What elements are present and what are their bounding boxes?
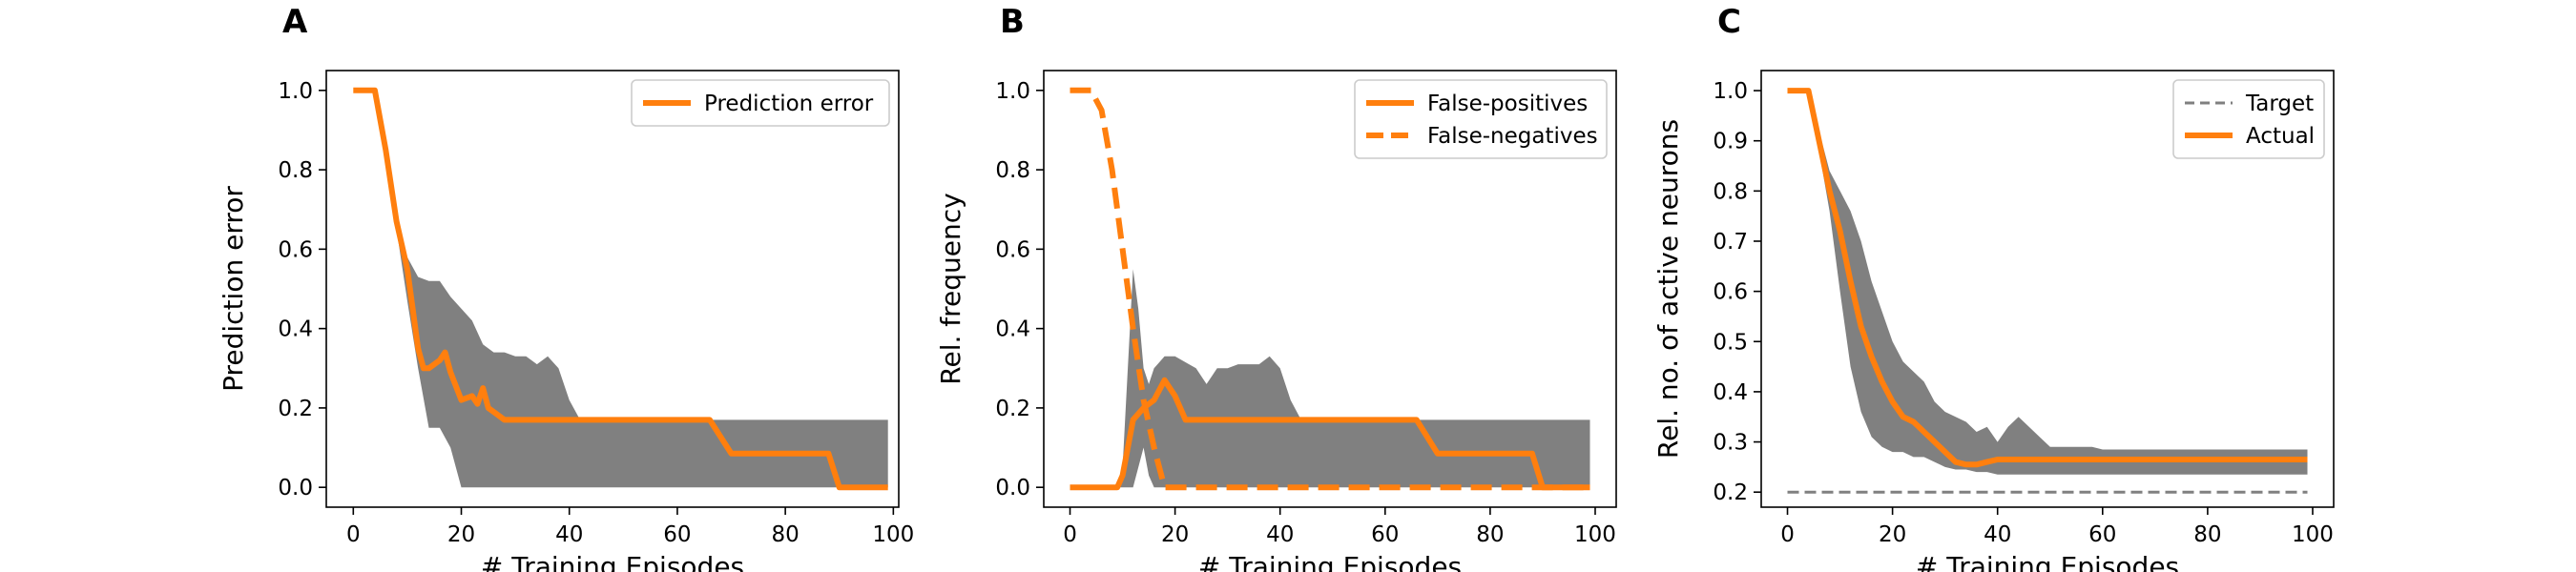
x-tick-label: 20: [447, 522, 475, 547]
y-axis-label: Rel. no. of active neurons: [1652, 119, 1684, 459]
x-tick-label: 20: [1879, 522, 1906, 547]
spread-band: [353, 90, 888, 488]
y-tick-label: 0.5: [1713, 330, 1748, 355]
y-axis-label: Prediction error: [218, 186, 249, 392]
y-tick-label: 0.8: [1713, 179, 1748, 204]
y-tick-label: 0.8: [278, 158, 313, 183]
legend-label: Actual: [2246, 124, 2315, 149]
series-line-false-positives: [1070, 377, 1590, 491]
x-tick-label: 20: [1161, 522, 1189, 547]
y-tick-label: 0.3: [1713, 431, 1748, 456]
legend-label: False-negatives: [1427, 124, 1598, 149]
x-axis-label: # Training Episodes: [1198, 551, 1462, 572]
panel-a: A 0 20 40 60 80 100 0.0 0.2 0.4 0.6 0.8 1.0 # Trainin…: [218, 3, 914, 572]
series-line-false-negatives: [1070, 87, 1590, 491]
x-tick-label: 100: [872, 522, 914, 547]
y-tick-label: 1.0: [1713, 79, 1748, 104]
legend-label: Target: [2245, 92, 2314, 116]
legend-label: False-positives: [1427, 92, 1588, 116]
y-tick-label: 0.7: [1713, 230, 1748, 255]
y-tick-label: 0.4: [278, 317, 313, 342]
panel-b: B 0 20 40 60 80 100 0.0 0.2 0.4 0.6 0.8 1.0 # Trainin…: [935, 3, 1617, 572]
legend: Target Actual: [2172, 79, 2325, 159]
x-tick-label: 60: [663, 522, 691, 547]
y-tick-label: 1.0: [278, 79, 313, 104]
legend: Prediction error: [631, 79, 890, 127]
plot-frame: [1760, 70, 2335, 508]
panel-letter: B: [1000, 3, 1025, 41]
x-axis-label: # Training Episodes: [1916, 551, 2179, 572]
x-tick-label: 40: [555, 522, 583, 547]
y-tick-label: 0.4: [995, 317, 1030, 342]
y-tick-label: 0.6: [278, 237, 313, 262]
x-tick-label: 100: [2292, 522, 2334, 547]
x-axis-label: # Training Episodes: [481, 551, 744, 572]
y-tick-label: 0.0: [995, 476, 1030, 500]
x-tick-label: 0: [346, 522, 361, 547]
y-tick-label: 0.4: [1713, 380, 1748, 405]
y-tick-label: 0.6: [1713, 280, 1748, 305]
y-tick-label: 0.6: [995, 237, 1030, 262]
x-tick-label: 80: [1476, 522, 1504, 547]
legend-label: Prediction error: [704, 92, 874, 116]
x-tick-label: 0: [1063, 522, 1077, 547]
y-tick-label: 0.9: [1713, 130, 1748, 154]
legend-box: [2172, 79, 2325, 159]
x-tick-label: 80: [2193, 522, 2221, 547]
x-tick-label: 0: [1780, 522, 1795, 547]
x-tick-label: 80: [771, 522, 799, 547]
y-tick-label: 0.2: [278, 397, 313, 421]
y-tick-label: 0.2: [995, 397, 1030, 421]
legend: False-positives False-negatives: [1354, 79, 1608, 159]
panel-letter: A: [282, 3, 308, 41]
series-line-actual: [1787, 88, 2308, 468]
plot-frame: [1043, 70, 1617, 508]
panel-letter: C: [1717, 3, 1741, 41]
y-axis-label: Rel. frequency: [935, 193, 966, 384]
spread-band: [1787, 91, 2308, 475]
x-tick-label: 60: [1371, 522, 1399, 547]
spread-band: [1070, 269, 1590, 488]
y-tick-label: 0.2: [1713, 480, 1748, 505]
y-tick-label: 1.0: [995, 79, 1030, 104]
plot-frame: [325, 70, 900, 508]
x-tick-label: 100: [1574, 522, 1616, 547]
legend-box: [1354, 79, 1608, 159]
x-tick-label: 60: [2088, 522, 2116, 547]
series-line-prediction-error: [353, 87, 888, 491]
y-tick-label: 0.0: [278, 476, 313, 500]
x-tick-label: 40: [1984, 522, 2011, 547]
legend-box: [631, 79, 890, 127]
y-tick-label: 0.8: [995, 158, 1030, 183]
x-tick-label: 40: [1266, 522, 1294, 547]
panel-c: C 0 20 40 60 80 100 0.2 0.3 0.4 0.5 0.6 0.7 0.8 0.9 1.0…: [1652, 3, 2335, 572]
